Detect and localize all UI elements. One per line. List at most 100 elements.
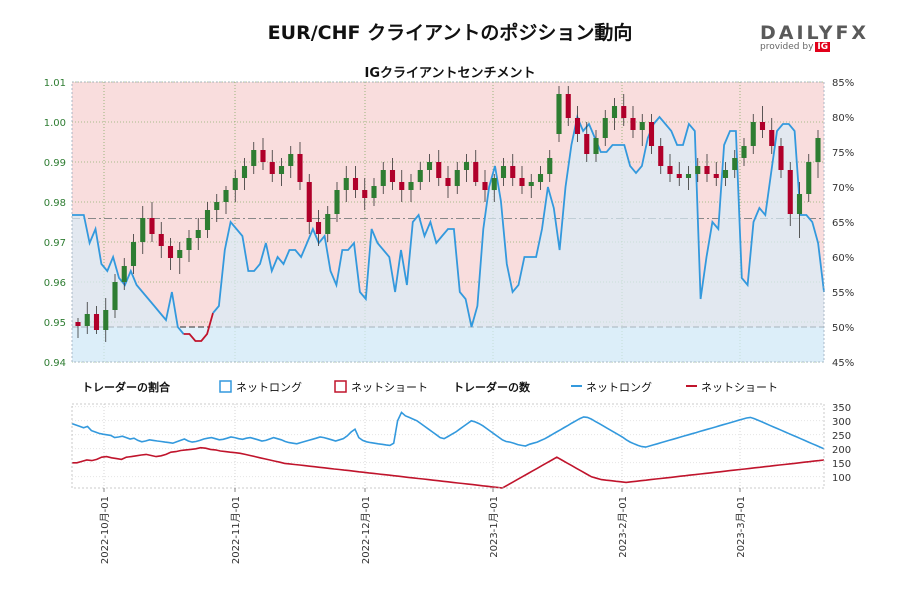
legend-ratio-title: トレーダーの割合 <box>82 380 171 394</box>
candle-body <box>214 202 220 210</box>
candle-body <box>750 122 756 146</box>
y-left-tick-label: 0.95 <box>44 318 66 329</box>
x-axis-labels: 2022-10月-01 2022-11月-01 2022-12月-01 2023-1月… <box>99 488 747 564</box>
y-left-tick-label: 0.96 <box>44 278 66 289</box>
candle-body <box>658 146 664 166</box>
candle-body <box>352 178 359 190</box>
candle-body <box>676 174 682 178</box>
candle-body <box>454 170 460 186</box>
candle-body <box>778 146 784 170</box>
net-long-count-line <box>71 411 825 450</box>
y-count-tick-label: 200 <box>832 445 851 456</box>
candle-body <box>537 174 544 182</box>
candle-body <box>769 130 775 146</box>
top-frame <box>71 81 825 363</box>
candle-body <box>251 150 257 166</box>
candle-body <box>103 310 109 330</box>
candle-body <box>584 134 590 154</box>
y-left-tick-label: 0.99 <box>44 158 66 169</box>
candle-body <box>223 190 229 202</box>
candle-body <box>593 138 599 154</box>
x-tick-label: 2022-11月-01 <box>230 496 242 564</box>
candle-body <box>241 166 248 178</box>
legend-short-count-label: ネットショート <box>701 381 778 394</box>
y-right-tick-label: 45% <box>832 358 854 369</box>
candle-body <box>399 182 405 190</box>
candle-body <box>547 158 553 174</box>
candle-body <box>121 266 127 282</box>
candle-body <box>325 214 331 234</box>
candle-body <box>75 322 81 326</box>
candle-body <box>482 182 488 190</box>
top-chart-axes: 0.94 0.95 0.96 0.97 0.98 0.99 1.00 1.01 45% 50% 55… <box>44 78 855 369</box>
net-long-line <box>72 214 185 335</box>
candle-body <box>204 210 211 230</box>
candle-body <box>334 190 340 214</box>
candle-body <box>112 282 118 310</box>
logo-main: DAILYFX <box>760 22 870 44</box>
candle-body <box>611 106 618 118</box>
candle-body <box>796 194 803 214</box>
net-long-fill <box>72 117 824 362</box>
logo-sub-text: provided by <box>760 42 814 52</box>
y-count-tick-label: 100 <box>832 473 851 484</box>
net-long-line <box>183 312 214 342</box>
y-left-tick-label: 1.01 <box>44 78 66 89</box>
logo-sub: provided by IG <box>760 42 870 52</box>
candle-body <box>519 178 525 186</box>
candle-body <box>621 106 627 118</box>
x-tick-label: 2023-1月-01 <box>488 496 500 558</box>
candle-body <box>371 186 377 198</box>
candle-body <box>713 174 719 178</box>
y-right-tick-label: 65% <box>832 218 854 229</box>
y-right-tick-label: 85% <box>832 78 854 89</box>
chart-title: EUR/CHF クライアントのポジション動向 <box>267 22 633 44</box>
x-tick-label: 2023-2月-01 <box>617 496 629 558</box>
candle-body <box>815 138 821 162</box>
legend-count-title: トレーダーの数 <box>453 380 531 394</box>
candle-body <box>315 222 322 234</box>
x-tick-label: 2023-3月-01 <box>735 496 747 558</box>
candle-body <box>473 162 479 182</box>
candle-body <box>389 170 396 182</box>
candle-body <box>297 154 303 182</box>
candle-body <box>380 170 386 186</box>
candle-body <box>408 182 414 190</box>
candle-body <box>195 230 201 238</box>
dailyfx-logo: DAILYFX provided by IG <box>760 22 870 52</box>
x-tick-label: 2022-12月-01 <box>360 496 372 564</box>
candle-body <box>260 150 266 162</box>
candle-body <box>648 122 655 146</box>
candle-body <box>232 178 238 190</box>
candle-body <box>510 166 516 178</box>
candle-body <box>288 154 294 166</box>
candle-body <box>436 162 442 178</box>
candle-body <box>528 182 534 186</box>
y-right-tick-label: 80% <box>832 113 854 124</box>
candle-body <box>741 146 747 158</box>
candle-body <box>130 242 137 266</box>
candle-body <box>565 94 571 118</box>
candle-body <box>806 162 812 194</box>
candle-body <box>602 118 608 138</box>
y-left-tick-label: 0.98 <box>44 198 66 209</box>
legend-short-ratio-label: ネットショート <box>351 381 428 394</box>
candle-body <box>158 234 164 246</box>
legend: トレーダーの割合 ネットロング ネットショート トレーダーの数 ネットロング ネ… <box>82 380 778 394</box>
y-left-tick-label: 1.00 <box>44 118 66 129</box>
chart-subtitle: IGクライアントセンチメント <box>364 66 536 81</box>
candle-body <box>167 246 174 258</box>
candle-body <box>343 178 349 190</box>
candle-body <box>306 182 312 222</box>
candle-body <box>491 178 497 190</box>
x-tick-label: 2022-10月-01 <box>99 496 111 564</box>
candle-body <box>177 250 183 258</box>
y-right-tick-label: 60% <box>832 253 854 264</box>
candle-body <box>695 166 701 174</box>
candle-body <box>149 218 155 234</box>
net-short-count-line <box>72 446 825 489</box>
bottom-chart-axes: 100 150 200 250 300 350 <box>71 403 851 489</box>
candle-body <box>732 158 738 170</box>
candle-body <box>630 118 636 130</box>
